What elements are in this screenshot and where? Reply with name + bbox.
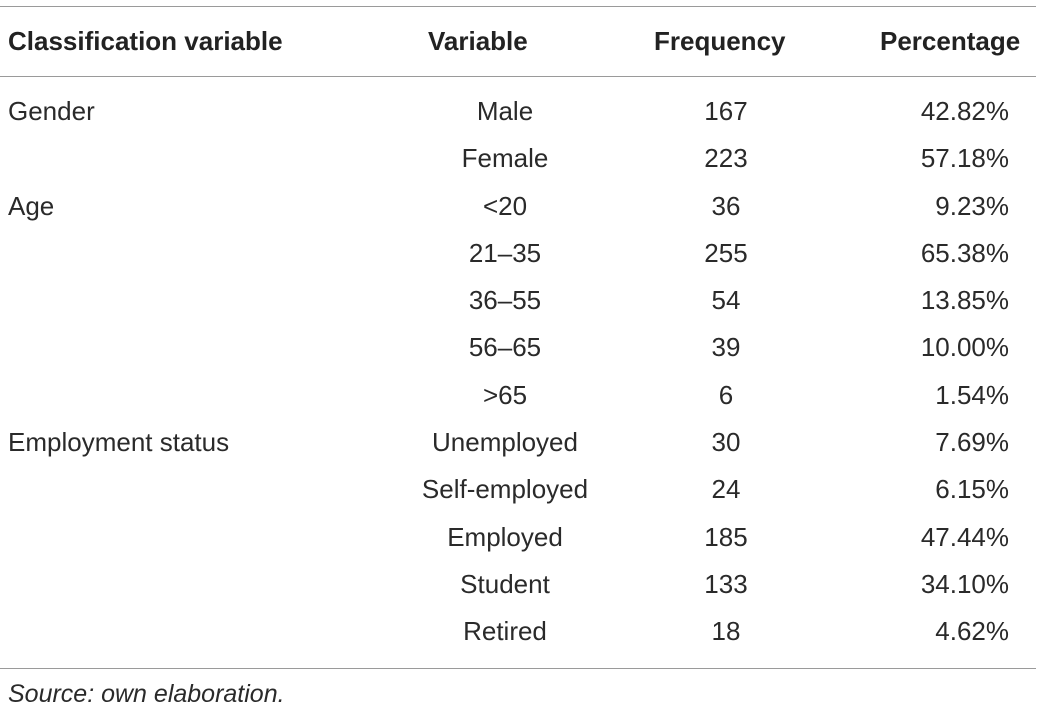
cell-variable: <20 <box>482 190 528 221</box>
table-bottom-rule <box>0 668 1036 669</box>
cell-percentage: 1.54% <box>935 379 1009 410</box>
cell-percentage: 10.00% <box>920 332 1009 363</box>
table-row: Retired 18 4.62% <box>0 608 1043 655</box>
cell-percentage: 13.85% <box>920 285 1009 316</box>
cell-frequency: 24 <box>711 474 741 505</box>
cell-frequency: 255 <box>704 237 748 268</box>
cell-frequency: 185 <box>704 521 748 552</box>
table-row: 56–65 39 10.00% <box>0 324 1043 371</box>
cell-percentage: 9.23% <box>935 190 1009 221</box>
cell-variable: Male <box>476 96 534 126</box>
table-row: Employed 185 47.44% <box>0 514 1043 561</box>
cell-classification: Gender <box>8 96 95 126</box>
cell-variable: Retired <box>463 616 547 647</box>
cell-classification: Age <box>8 190 55 221</box>
cell-percentage: 57.18% <box>920 143 1009 174</box>
cell-variable: Self-employed <box>421 474 589 505</box>
cell-variable: Female <box>461 143 549 174</box>
cell-percentage: 4.62% <box>935 616 1009 647</box>
table-row: >65 6 1.54% <box>0 372 1043 419</box>
table-row: Female 223 57.18% <box>0 135 1043 182</box>
cell-percentage: 6.15% <box>935 474 1009 505</box>
header-frequency: Frequency <box>654 26 786 56</box>
table-header-rule <box>0 76 1036 77</box>
cell-variable: Student <box>460 568 550 599</box>
cell-frequency: 18 <box>711 616 741 647</box>
cell-classification: Employment status <box>8 427 230 458</box>
cell-frequency: 54 <box>711 285 741 316</box>
table-header-row: Classification variable Variable Frequen… <box>0 20 1043 62</box>
cell-percentage: 42.82% <box>920 96 1009 126</box>
table-body: Gender Male 167 42.82% Female 223 57.18%… <box>0 88 1043 656</box>
header-variable: Variable <box>428 26 528 56</box>
cell-frequency: 30 <box>711 427 741 458</box>
cell-frequency: 223 <box>704 143 748 174</box>
cell-percentage: 47.44% <box>920 521 1009 552</box>
source-note: Source: own elaboration. <box>8 680 285 708</box>
table-row: Self-employed 24 6.15% <box>0 466 1043 513</box>
cell-frequency: 133 <box>704 568 748 599</box>
table-row: 36–55 54 13.85% <box>0 277 1043 324</box>
cell-variable: Employed <box>447 521 563 552</box>
cell-percentage: 34.10% <box>920 568 1009 599</box>
cell-frequency: 6 <box>718 379 734 410</box>
cell-variable: Unemployed <box>432 427 578 458</box>
header-percentage: Percentage <box>880 26 1021 56</box>
table-row: 21–35 255 65.38% <box>0 230 1043 277</box>
cell-variable: 56–65 <box>468 332 542 363</box>
cell-frequency: 39 <box>711 332 741 363</box>
table-top-rule <box>0 6 1036 7</box>
cell-frequency: 36 <box>711 190 741 221</box>
cell-variable: 36–55 <box>468 285 542 316</box>
table-row: Gender Male 167 42.82% <box>0 88 1043 135</box>
cell-percentage: 65.38% <box>920 237 1009 268</box>
cell-percentage: 7.69% <box>935 427 1009 458</box>
cell-variable: >65 <box>482 379 528 410</box>
cell-variable: 21–35 <box>468 237 542 268</box>
header-classification-variable: Classification variable <box>8 26 283 56</box>
table-row: Student 133 34.10% <box>0 561 1043 608</box>
cell-frequency: 167 <box>704 96 748 126</box>
table-row: Employment status Unemployed 30 7.69% <box>0 419 1043 466</box>
table-row: Age <20 36 9.23% <box>0 183 1043 230</box>
